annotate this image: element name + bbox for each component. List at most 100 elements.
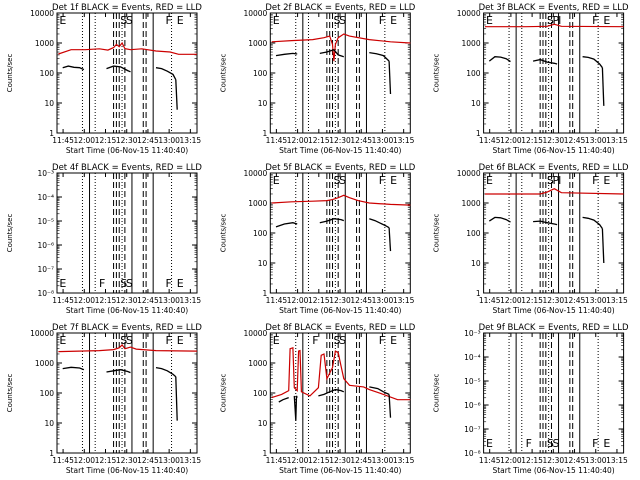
y-tick-label: 1000 bbox=[248, 39, 267, 48]
events-series-line bbox=[388, 227, 392, 252]
y-tick-label: 1000 bbox=[462, 199, 481, 208]
x-tick-label: 12:45 bbox=[350, 136, 372, 145]
chart-title: Det 2f BLACK = Events, RED = LLD bbox=[265, 3, 415, 13]
event-marker-label: F bbox=[379, 14, 385, 27]
x-tick-label: 12:15 bbox=[95, 456, 117, 465]
x-tick-label: 11:45 bbox=[52, 296, 74, 305]
event-marker-label: S bbox=[334, 174, 341, 187]
events-series-line bbox=[488, 56, 511, 63]
lld-series-line bbox=[58, 343, 198, 353]
y-axis-label: Counts/sec bbox=[433, 54, 441, 93]
event-marker-label: S bbox=[339, 334, 346, 347]
x-tick-label: 13:00 bbox=[585, 136, 607, 145]
chart-title: Det 1f BLACK = Events, RED = LLD bbox=[52, 3, 202, 13]
x-tick-label: 12:30 bbox=[543, 136, 565, 145]
chart-title: Det 5f BLACK = Events, RED = LLD bbox=[265, 163, 415, 173]
events-series-line bbox=[175, 376, 178, 421]
x-tick-label: 13:15 bbox=[393, 136, 415, 145]
x-tick-label: 12:15 bbox=[308, 456, 330, 465]
x-tick-label: 13:00 bbox=[158, 296, 180, 305]
event-marker-label: E bbox=[390, 334, 397, 347]
y-tick-label: 10⁻⁶ bbox=[464, 401, 481, 410]
x-tick-label: 12:45 bbox=[137, 296, 159, 305]
events-series-line bbox=[582, 56, 603, 69]
x-tick-label: 13:15 bbox=[393, 456, 415, 465]
events-series-line bbox=[275, 52, 298, 57]
event-marker-label: E bbox=[59, 334, 66, 347]
x-axis-label: Start Time (06-Nov-15 11:40:40) bbox=[66, 146, 188, 155]
events-series-line bbox=[62, 65, 85, 71]
events-series-line bbox=[582, 216, 603, 229]
x-tick-label: 12:15 bbox=[308, 136, 330, 145]
x-tick-label: 12:00 bbox=[73, 296, 95, 305]
plot-frame bbox=[56, 172, 198, 294]
chart-panel-7: Det 7f BLACK = Events, RED = LLD 1 10 100 10… bbox=[6, 323, 202, 475]
y-tick-label: 10 bbox=[258, 259, 268, 268]
events-series-line bbox=[175, 79, 178, 110]
y-tick-label: 10⁻³ bbox=[464, 329, 481, 338]
x-tick-label: 12:30 bbox=[543, 296, 565, 305]
event-marker-label: E bbox=[486, 437, 493, 450]
y-tick-label: 10⁻⁸ bbox=[37, 289, 54, 298]
chart-panel-1: Det 1f BLACK = Events, RED = LLD 1 10 100 10… bbox=[6, 3, 202, 155]
lld-series-line bbox=[271, 33, 411, 62]
event-marker-label: S bbox=[339, 14, 346, 27]
x-axis-label: Start Time (06-Nov-15 11:40:40) bbox=[279, 306, 401, 315]
y-tick-label: 100 bbox=[466, 69, 481, 78]
events-series-line bbox=[388, 394, 392, 418]
chart-panel-6: Det 6f BLACK = Events, RED = LLD 1 10 100 10… bbox=[433, 163, 629, 315]
x-tick-label: 12:30 bbox=[543, 456, 565, 465]
y-tick-label: 10⁻⁸ bbox=[464, 449, 481, 458]
x-tick-label: 12:30 bbox=[116, 136, 138, 145]
events-series-line bbox=[155, 366, 177, 378]
y-tick-label: 10⁻⁵ bbox=[37, 217, 54, 226]
x-tick-label: 13:15 bbox=[606, 296, 628, 305]
chart-panel-4: Det 4f BLACK = Events, RED = LLD 10⁻⁸ 10⁻⁷… bbox=[6, 163, 202, 315]
y-tick-label: 10⁻⁵ bbox=[464, 377, 481, 386]
events-series-line bbox=[532, 58, 558, 65]
x-tick-label: 13:00 bbox=[372, 136, 394, 145]
x-tick-label: 13:15 bbox=[606, 136, 628, 145]
x-axis-label: Start Time (06-Nov-15 11:40:40) bbox=[279, 466, 401, 475]
events-series-line bbox=[275, 222, 298, 228]
event-marker-label: F bbox=[592, 14, 598, 27]
x-tick-label: 12:30 bbox=[329, 136, 351, 145]
y-tick-label: 10 bbox=[258, 99, 268, 108]
chart-panel-8: Det 8f BLACK = Events, RED = LLD 1 10 100 10… bbox=[219, 323, 415, 475]
event-marker-label: F bbox=[379, 334, 385, 347]
event-marker-label: F bbox=[592, 174, 598, 187]
x-tick-label: 11:45 bbox=[479, 456, 501, 465]
x-tick-label: 12:45 bbox=[137, 456, 159, 465]
event-marker-label: F bbox=[165, 14, 171, 27]
event-marker-label: S bbox=[547, 437, 554, 450]
x-axis-label: Start Time (06-Nov-15 11:40:40) bbox=[66, 466, 188, 475]
event-marker-label: F bbox=[165, 334, 171, 347]
x-axis-label: Start Time (06-Nov-15 11:40:40) bbox=[66, 306, 188, 315]
y-tick-label: 1000 bbox=[35, 359, 54, 368]
x-tick-label: 11:45 bbox=[479, 296, 501, 305]
event-marker-label: E bbox=[177, 334, 184, 347]
chart-title: Det 8f BLACK = Events, RED = LLD bbox=[265, 323, 415, 333]
y-axis-label: Counts/sec bbox=[433, 214, 441, 253]
y-tick-label: 1 bbox=[476, 289, 481, 298]
event-marker-label: F bbox=[99, 277, 105, 290]
y-tick-label: 10⁻³ bbox=[37, 169, 54, 178]
x-tick-label: 13:00 bbox=[158, 456, 180, 465]
y-tick-label: 10 bbox=[44, 99, 54, 108]
x-axis-label: Start Time (06-Nov-15 11:40:40) bbox=[492, 146, 614, 155]
lld-series-line bbox=[485, 188, 624, 195]
x-tick-label: 13:15 bbox=[606, 456, 628, 465]
events-series-line bbox=[319, 218, 345, 224]
y-tick-label: 10 bbox=[471, 99, 481, 108]
event-marker-label: E bbox=[603, 437, 610, 450]
chart-title: Det 6f BLACK = Events, RED = LLD bbox=[479, 163, 629, 173]
lld-series-line bbox=[485, 23, 624, 28]
chart-panel-9: Det 9f BLACK = Events, RED = LLD 10⁻⁸ 10⁻⁷… bbox=[433, 323, 629, 475]
y-axis-label: Counts/sec bbox=[219, 54, 227, 93]
x-tick-label: 11:45 bbox=[479, 136, 501, 145]
x-tick-label: 13:15 bbox=[180, 296, 202, 305]
x-tick-label: 13:00 bbox=[585, 296, 607, 305]
x-tick-label: 12:30 bbox=[116, 296, 138, 305]
x-tick-label: 12:00 bbox=[500, 456, 522, 465]
